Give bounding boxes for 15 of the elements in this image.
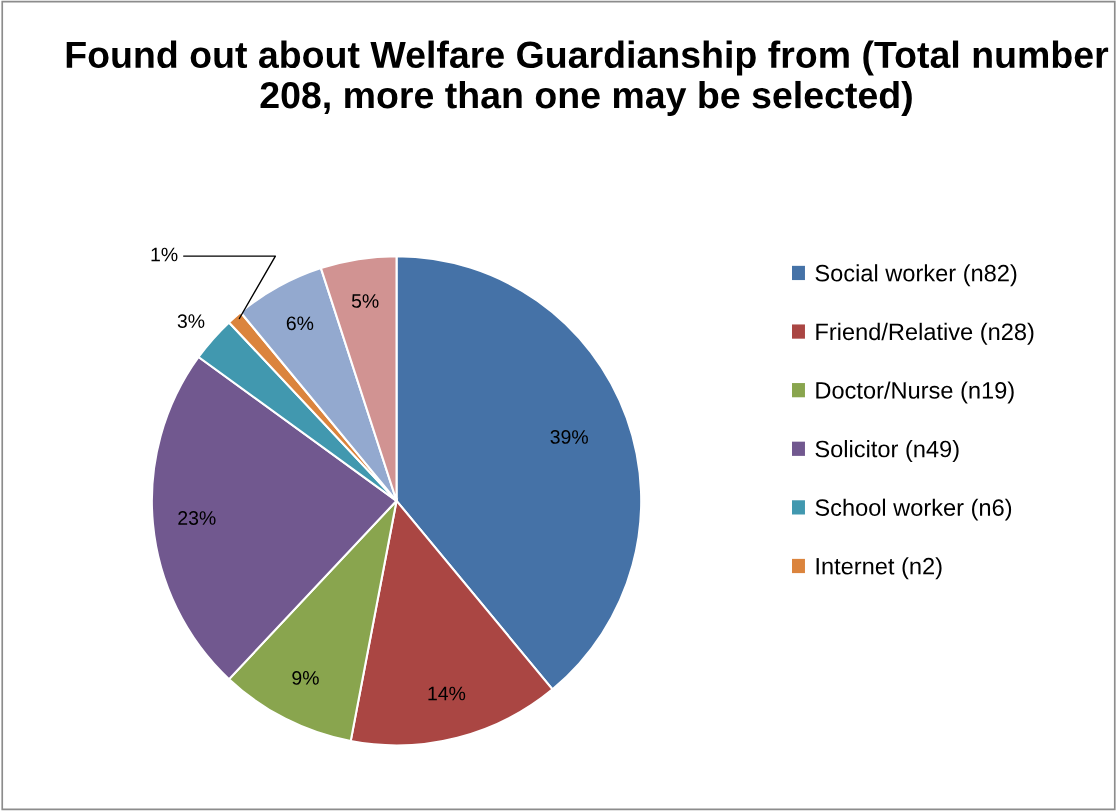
legend-label: Friend/Relative (n28)	[816, 322, 1034, 345]
data-label: 23%	[178, 511, 216, 525]
data-label: 5%	[351, 294, 379, 308]
legend-label: Social worker (n82)	[815, 264, 1017, 287]
data-label: 1%	[151, 247, 178, 262]
legend-label: Internet (n2)	[816, 557, 942, 580]
data-label: 39%	[550, 430, 588, 444]
data-label: 9%	[292, 671, 319, 685]
data-label: 14%	[428, 686, 466, 701]
legend-label: Doctor/Nurse (n19)	[816, 381, 1014, 404]
legend-label: School worker (n6)	[815, 498, 1012, 521]
data-label: 3%	[177, 314, 205, 329]
chart-title: Found out about Welfare Guardianship from (Total number 208, more than one may be selected)	[66, 40, 1109, 116]
legend-label: Solicitor (n49)	[815, 440, 959, 463]
data-label: 6%	[286, 316, 314, 331]
